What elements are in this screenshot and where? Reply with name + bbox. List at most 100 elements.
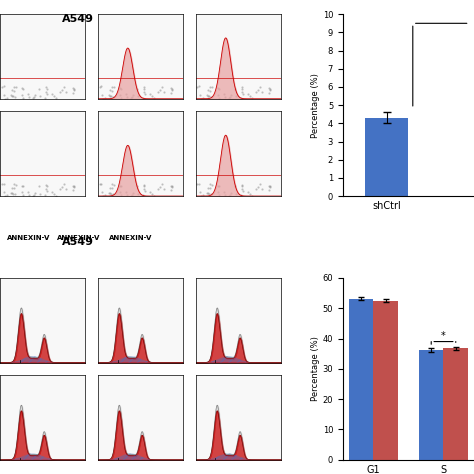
Point (134, 190, 142, 197)
Point (168, 183, 176, 191)
Point (266, 85, 274, 93)
Point (232, 190, 240, 197)
Point (43, 90, 51, 98)
Point (42, 94, 49, 101)
Point (238, 182, 246, 190)
Point (208, 191, 215, 198)
Point (19, 182, 27, 190)
Point (8, 87, 16, 94)
Point (196, 82, 203, 90)
Point (70, 183, 78, 191)
Point (227, 91, 235, 99)
Point (10, 181, 18, 188)
Point (18, 188, 26, 196)
Point (98, 82, 105, 90)
Point (226, 191, 233, 199)
Point (221, 191, 228, 198)
Text: ANNEXIN-V: ANNEXIN-V (109, 235, 152, 241)
Bar (349, 299, 374, 460)
Point (215, 94, 223, 101)
Point (36, 92, 44, 100)
Point (239, 187, 246, 195)
Point (123, 93, 130, 101)
Point (9, 190, 17, 197)
Point (42, 185, 50, 193)
Point (206, 181, 214, 188)
Point (156, 183, 164, 191)
Point (63, 186, 70, 193)
Point (204, 184, 211, 191)
Text: ANNEXIN-V: ANNEXIN-V (7, 235, 50, 241)
Bar (419, 350, 444, 460)
Point (215, 85, 223, 93)
Point (148, 93, 156, 100)
Point (56, 88, 64, 96)
Point (231, 85, 239, 92)
Point (134, 92, 142, 100)
Point (43, 182, 50, 190)
Point (11, 191, 19, 198)
Point (258, 186, 266, 193)
Point (141, 90, 149, 98)
Point (203, 91, 210, 99)
Point (204, 189, 211, 197)
Point (11, 93, 19, 101)
Point (194, 180, 201, 188)
Point (214, 84, 222, 92)
Point (209, 84, 216, 91)
Point (43, 187, 51, 195)
Point (118, 94, 125, 101)
Point (71, 182, 78, 190)
Point (36, 182, 43, 190)
Point (105, 189, 112, 196)
Point (256, 181, 264, 188)
Point (266, 86, 273, 94)
Point (209, 181, 216, 189)
Point (106, 184, 114, 191)
Point (99, 91, 106, 99)
Point (4, 94, 11, 101)
Point (238, 181, 246, 188)
Point (196, 180, 203, 187)
Point (42, 83, 50, 91)
Point (239, 90, 246, 98)
Point (60, 181, 68, 188)
Point (108, 83, 116, 91)
Point (146, 188, 154, 195)
Point (221, 93, 228, 101)
Point (237, 191, 245, 199)
Point (69, 89, 77, 96)
Point (246, 93, 254, 100)
Point (127, 191, 135, 199)
Point (238, 83, 246, 91)
Point (110, 84, 118, 91)
Point (141, 187, 149, 195)
Point (117, 91, 124, 99)
Point (49, 188, 56, 195)
Point (19, 85, 27, 93)
Point (52, 95, 60, 102)
Point (167, 89, 174, 96)
Point (70, 86, 78, 94)
Point (127, 94, 135, 102)
Point (50, 190, 58, 198)
Point (129, 91, 137, 99)
Point (215, 191, 223, 199)
Point (232, 92, 240, 100)
Point (101, 191, 109, 199)
Point (248, 192, 256, 200)
Point (158, 83, 165, 91)
Text: A549: A549 (62, 14, 94, 24)
Point (122, 91, 130, 98)
Point (148, 190, 156, 198)
Point (266, 183, 273, 191)
Point (155, 185, 162, 193)
Point (1, 95, 9, 102)
Point (254, 183, 262, 191)
Point (167, 182, 174, 190)
Point (117, 182, 124, 189)
Point (204, 87, 211, 94)
Point (205, 190, 213, 197)
Point (141, 182, 148, 190)
Point (42, 181, 50, 188)
